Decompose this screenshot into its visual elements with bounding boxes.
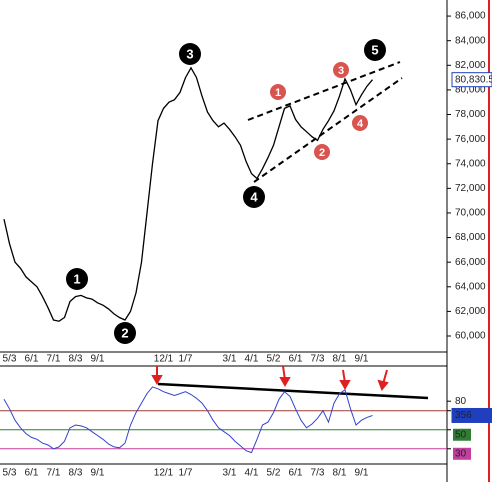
wave-label: 4: [250, 189, 258, 204]
x-tick-label: 4/1: [245, 354, 259, 365]
arrow-head: [279, 377, 291, 388]
wave-marker: [270, 84, 286, 100]
wave-label: 2: [121, 325, 128, 340]
data-line: [3, 386, 373, 454]
y-tick-label: 80: [455, 396, 467, 407]
x-tick-label: 4/1: [245, 468, 259, 479]
x-tick-label: 7/3: [311, 354, 325, 365]
x-tick-label: 8/3: [69, 354, 83, 365]
x-tick-label: 7/3: [311, 468, 325, 479]
y-tick-label: 68,000: [455, 232, 486, 243]
x-tick-label: 5/2: [267, 354, 281, 365]
y-tick-label: 78,000: [455, 109, 486, 120]
data-line: [3, 66, 373, 322]
last-value-box: [451, 407, 492, 423]
y-tick-label: 70,000: [455, 208, 486, 219]
wave-label: 3: [186, 46, 193, 61]
x-tick-label: 6/1: [25, 468, 39, 479]
y-tick-label: 62,000: [455, 306, 486, 317]
y-tick-label: 72,000: [455, 183, 486, 194]
x-tick-label: 8/1: [333, 468, 347, 479]
wave-marker: [364, 39, 386, 61]
x-tick-label: 6/1: [289, 354, 303, 365]
x-tick-label: 3/1: [223, 354, 237, 365]
x-tick-label: 6/1: [289, 468, 303, 479]
y-tick-label: 60,000: [455, 331, 486, 342]
y-tick-label: 84,000: [455, 35, 486, 46]
last-value-label: 80,830.5: [455, 74, 492, 85]
y-tick-label: 82,000: [455, 60, 486, 71]
wave-marker: [243, 186, 265, 208]
y-tick-label: 74,000: [455, 158, 486, 169]
x-tick-label: 5/3: [3, 468, 17, 479]
arrows: [151, 365, 389, 391]
tick-label-box: [453, 447, 471, 460]
x-tick-label: 7/1: [47, 468, 61, 479]
y-tick-label: 66,000: [455, 257, 486, 268]
tick-label-box: [453, 428, 471, 441]
wave-label: 2: [319, 147, 325, 159]
wave-label: 4: [357, 118, 364, 130]
wave-label: 3: [338, 65, 344, 77]
x-tick-label: 1/7: [179, 468, 193, 479]
wave-marker: [66, 268, 88, 290]
x-tick-label: 9/1: [355, 354, 369, 365]
y-tick-label: 50: [455, 429, 467, 440]
trend-line: [157, 382, 429, 400]
wave-label: 1: [73, 271, 80, 286]
last-value-label: 356: [455, 410, 472, 421]
x-tick-label: 8/3: [69, 468, 83, 479]
trend-line: [247, 61, 401, 121]
y-tick-label: 64,000: [455, 281, 486, 292]
x-tick-label: 12/1: [154, 468, 174, 479]
last-value-box: [451, 72, 492, 88]
x-tick-label: 5/3: [3, 354, 17, 365]
x-tick-label: 5/2: [267, 468, 281, 479]
x-tick-label: 9/1: [91, 468, 105, 479]
y-tick-label: 80,000: [455, 85, 486, 96]
x-tick-label: 9/1: [355, 468, 369, 479]
x-tick-label: 3/1: [223, 468, 237, 479]
wave-marker: [114, 322, 136, 344]
y-tick-label: 76,000: [455, 134, 486, 145]
x-tick-label: 1/7: [179, 354, 193, 365]
y-tick-label: 86,000: [455, 11, 486, 22]
arrow-head: [151, 375, 163, 386]
y-tick-label: 30: [455, 448, 467, 459]
x-tick-label: 7/1: [47, 354, 61, 365]
x-tick-label: 9/1: [91, 354, 105, 365]
x-tick-label: 6/1: [25, 354, 39, 365]
arrow-head: [339, 380, 351, 391]
wave-marker: [333, 62, 349, 78]
wave-label: 1: [275, 87, 281, 99]
wave-label: 5: [371, 42, 378, 57]
wave-marker: [179, 43, 201, 65]
wave-marker: [352, 115, 368, 131]
trend-line: [253, 77, 403, 183]
x-tick-label: 12/1: [154, 354, 174, 365]
x-tick-label: 8/1: [333, 354, 347, 365]
wave-marker: [314, 144, 330, 160]
arrow-head: [377, 379, 389, 391]
